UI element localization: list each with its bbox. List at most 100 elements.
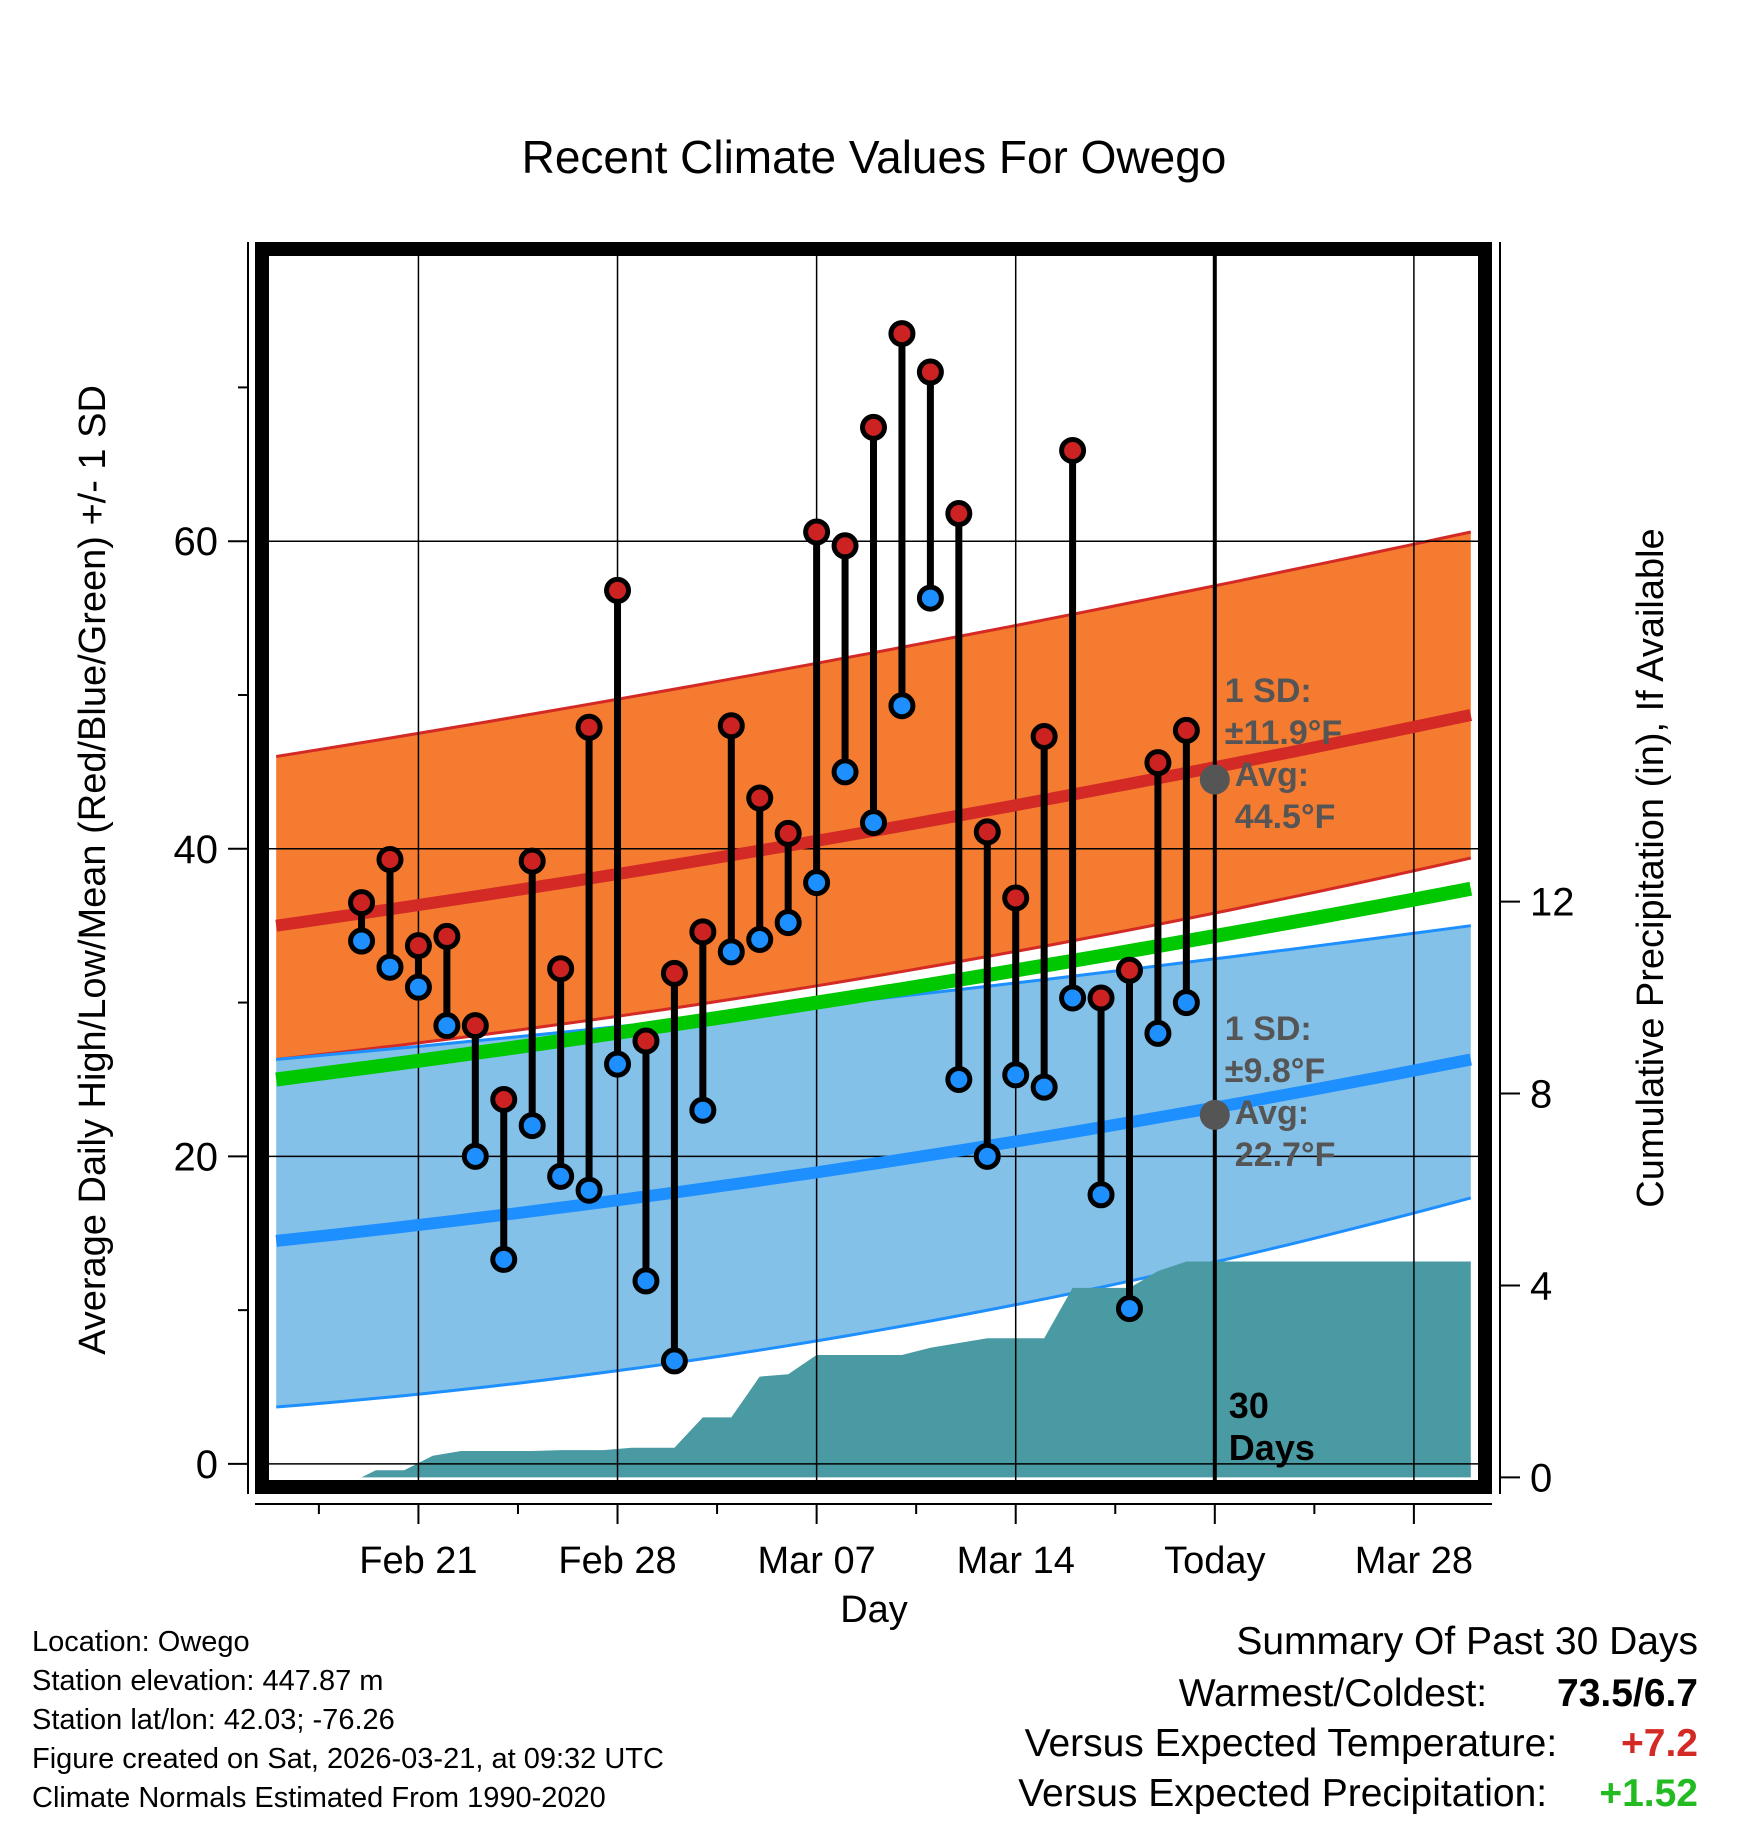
x-tick-label: Mar 07 <box>757 1540 875 1582</box>
left-tick-label: 60 <box>174 520 219 564</box>
daily-low-point <box>490 1245 518 1273</box>
daily-high-point <box>1144 749 1172 777</box>
daily-low-point <box>404 973 432 1001</box>
low-normal-line <box>275 1053 1472 1247</box>
daily-high-point <box>1002 884 1030 912</box>
plot-frame <box>255 242 1492 1494</box>
daily-high-point <box>404 932 432 960</box>
daily-high-point <box>860 413 887 441</box>
daily-high-point <box>1172 716 1200 744</box>
x-tick-label: Mar 28 <box>1355 1540 1473 1582</box>
daily-high-point <box>717 712 745 740</box>
daily-high-point <box>1059 436 1087 464</box>
daily-low-point <box>717 938 745 966</box>
daily-high-point <box>348 889 376 917</box>
daily-low-point <box>575 1176 603 1204</box>
daily-low-point <box>973 1142 1001 1170</box>
daily-low-point <box>348 927 376 955</box>
daily-high-point <box>888 320 916 348</box>
precip-area-fill <box>333 1261 1471 1478</box>
daily-high-point <box>461 1012 489 1040</box>
daily-low-point <box>1172 989 1200 1017</box>
sd-annotations: 1 SD: ±11.9°F Avg: 44.5°F 1 SD: ±9.8°F Avg: 22.… <box>1199 672 1342 1174</box>
high-annotation-line: 1 SD: <box>1225 672 1312 710</box>
daily-low-point <box>461 1142 489 1170</box>
info-created: Figure created on Sat, 2026-03-21, at 09… <box>32 1743 664 1775</box>
axes: 0 20 40 60 0 4 8 12 Feb 21 Feb 28 Mar 07 Mar 14 Toda… <box>174 242 1575 1582</box>
info-elevation: Station elevation: 447.87 m <box>32 1665 384 1697</box>
temp-label: Versus Expected Temperature: <box>1024 1722 1558 1765</box>
daily-low-point <box>860 809 887 837</box>
daily-high-point <box>604 576 632 604</box>
high-annotation-line: ±11.9°F <box>1225 714 1342 752</box>
today-label-30: 30 <box>1229 1385 1269 1426</box>
low-avg-marker <box>1199 1099 1230 1130</box>
info-location: Location: Owego <box>32 1626 250 1658</box>
summary-warm-cold: Warmest/Coldest: 73.5/6.7 <box>1179 1672 1698 1716</box>
right-tick-label: 4 <box>1530 1264 1552 1308</box>
low-annotation-line: ±9.8°F <box>1225 1052 1325 1090</box>
daily-low-point <box>604 1050 632 1078</box>
daily-low-point <box>803 869 831 897</box>
summary-temp: Versus Expected Temperature: +7.2 <box>1025 1722 1698 1766</box>
warm-cold-label: Warmest/Coldest: <box>1178 1672 1488 1715</box>
low-annotation-line: 22.7°F <box>1235 1136 1336 1174</box>
daily-high-point <box>376 846 404 874</box>
daily-low-point <box>774 909 802 937</box>
right-tick-label: 12 <box>1530 881 1575 925</box>
daily-low-point <box>831 758 859 786</box>
daily-high-point <box>831 532 859 560</box>
precip-area <box>333 1261 1471 1478</box>
daily-high-point <box>632 1027 660 1055</box>
daily-low-point <box>916 584 944 612</box>
precip-label: Versus Expected Precipitation: <box>1018 1772 1548 1815</box>
left-tick-label: 40 <box>174 828 219 872</box>
info-normals: Climate Normals Estimated From 1990-2020 <box>32 1782 606 1814</box>
x-tick-label: Mar 14 <box>957 1540 1075 1582</box>
daily-high-point <box>547 955 575 983</box>
daily-range-bars <box>348 320 1200 1375</box>
daily-high-point <box>518 847 546 875</box>
daily-low-point <box>1059 984 1087 1012</box>
daily-low-point <box>376 953 404 981</box>
daily-high-point <box>689 918 717 946</box>
chart-title: Recent Climate Values For Owego <box>522 131 1227 183</box>
left-tick-label: 0 <box>196 1443 218 1487</box>
daily-low-point <box>518 1112 546 1140</box>
daily-low-point <box>433 1012 461 1040</box>
today-label-days: Days <box>1229 1427 1315 1468</box>
daily-low-point <box>1115 1295 1143 1323</box>
daily-low-point <box>632 1267 660 1295</box>
daily-high-point <box>1087 984 1115 1012</box>
x-tick-label: Today <box>1164 1540 1265 1582</box>
daily-low-point <box>1087 1181 1115 1209</box>
right-tick-label: 0 <box>1530 1456 1552 1500</box>
high-avg-marker <box>1199 764 1230 795</box>
low-sd-lower-line <box>276 1196 1472 1409</box>
daily-high-point <box>575 713 603 741</box>
x-tick-label: Feb 28 <box>558 1540 676 1582</box>
precip-value: +1.52 <box>1599 1772 1698 1815</box>
daily-high-point <box>660 959 688 987</box>
low-annotation-line: Avg: <box>1235 1094 1309 1132</box>
x-tick-label: Feb 21 <box>359 1540 477 1582</box>
daily-low-point <box>660 1347 688 1375</box>
summary-heading-text: Summary Of Past 30 Days <box>1236 1620 1698 1663</box>
daily-low-point <box>1002 1061 1030 1089</box>
warm-cold-value: 73.5/6.7 <box>1557 1672 1698 1715</box>
x-axis-label: Day <box>840 1589 908 1631</box>
daily-high-point <box>973 818 1001 846</box>
info-latlon: Station lat/lon: 42.03; -76.26 <box>32 1704 395 1736</box>
daily-high-point <box>490 1085 518 1113</box>
daily-high-point <box>916 358 944 386</box>
low-annotation-line: 1 SD: <box>1225 1010 1312 1048</box>
daily-low-point <box>888 692 916 720</box>
high-annotation-line: 44.5°F <box>1235 798 1336 836</box>
daily-low-point <box>1144 1019 1172 1047</box>
summary-precip: Versus Expected Precipitation: +1.52 <box>1018 1772 1698 1816</box>
summary-heading: Summary Of Past 30 Days <box>1236 1620 1698 1664</box>
daily-high-point <box>1030 723 1058 751</box>
left-axis-label: Average Daily High/Low/Mean (Red/Blue/Gr… <box>72 385 114 1355</box>
